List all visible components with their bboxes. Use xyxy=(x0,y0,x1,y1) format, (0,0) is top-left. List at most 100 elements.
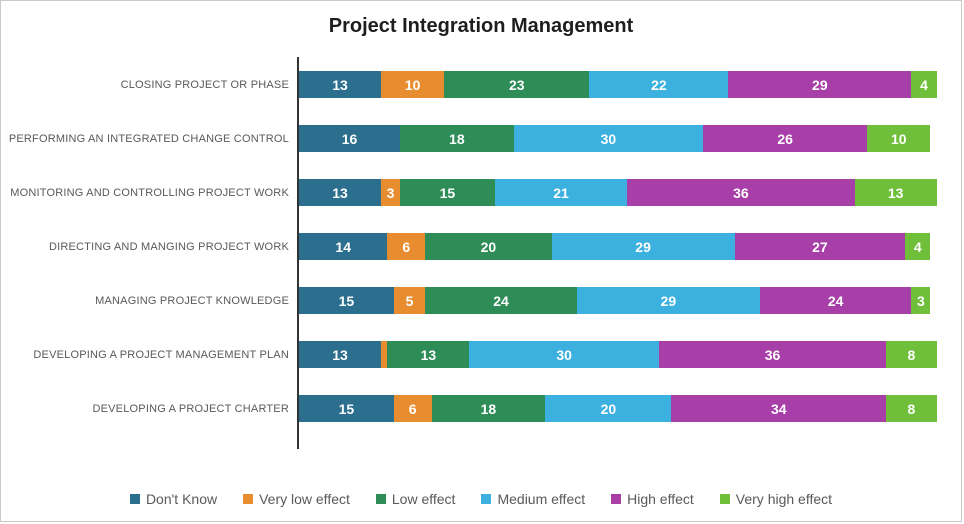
bar-value: 36 xyxy=(765,347,781,363)
bar-value: 13 xyxy=(888,185,904,201)
bar-value: 3 xyxy=(917,293,925,309)
bar-value: 23 xyxy=(509,77,525,93)
category-label: CLOSING PROJECT OR PHASE xyxy=(121,79,299,91)
legend-label: Low effect xyxy=(392,491,456,507)
bar-segment-low: 15 xyxy=(400,179,495,206)
bar-value: 24 xyxy=(493,293,509,309)
bar-segment-very_high: 4 xyxy=(905,233,930,260)
bar-segment-high: 34 xyxy=(671,395,886,422)
bar-value: 21 xyxy=(553,185,569,201)
legend-item: Medium effect xyxy=(481,491,585,507)
bar-segment-low: 13 xyxy=(387,341,469,368)
bar-segment-high: 24 xyxy=(760,287,912,314)
bar-segment-very_low: 6 xyxy=(387,233,425,260)
bar-row: DEVELOPING A PROJECT MANAGEMENT PLAN1313… xyxy=(299,341,943,368)
bar-segment-very_high: 10 xyxy=(867,125,930,152)
bar-value: 16 xyxy=(342,131,358,147)
stacked-bar: 1561820348 xyxy=(299,395,943,422)
bar-value: 4 xyxy=(920,77,928,93)
bar-value: 10 xyxy=(405,77,421,93)
legend-label: Very high effect xyxy=(736,491,832,507)
bar-value: 18 xyxy=(481,401,497,417)
bar-row: MONITORING AND CONTROLLING PROJECT WORK1… xyxy=(299,179,943,206)
legend-item: Don't Know xyxy=(130,491,217,507)
bar-segment-dont_know: 15 xyxy=(299,287,394,314)
bar-segment-medium: 22 xyxy=(589,71,728,98)
bar-value: 15 xyxy=(440,185,456,201)
legend-swatch xyxy=(243,494,253,504)
bar-segment-medium: 21 xyxy=(495,179,628,206)
bar-segment-high: 36 xyxy=(627,179,854,206)
legend-label: Don't Know xyxy=(146,491,217,507)
legend-item: Very high effect xyxy=(720,491,832,507)
bar-segment-dont_know: 16 xyxy=(299,125,400,152)
category-label: DIRECTING AND MANGING PROJECT WORK xyxy=(49,241,299,253)
bar-value: 8 xyxy=(908,347,916,363)
bar-segment-very_high: 8 xyxy=(886,395,937,422)
stacked-bar: 1618302610 xyxy=(299,125,943,152)
legend-label: Very low effect xyxy=(259,491,350,507)
bar-value: 27 xyxy=(812,239,828,255)
bar-segment-low: 18 xyxy=(432,395,546,422)
category-label: PERFORMING AN INTEGRATED CHANGE CONTROL xyxy=(9,133,299,145)
bar-segment-very_high: 8 xyxy=(886,341,937,368)
category-label: MONITORING AND CONTROLLING PROJECT WORK xyxy=(10,187,299,199)
legend-label: Medium effect xyxy=(497,491,585,507)
bar-value: 13 xyxy=(421,347,437,363)
bar-value: 22 xyxy=(651,77,667,93)
legend-swatch xyxy=(481,494,491,504)
bar-segment-medium: 20 xyxy=(545,395,671,422)
chart-canvas: Project Integration Management CLOSING P… xyxy=(0,0,962,522)
bar-segment-medium: 30 xyxy=(514,125,703,152)
category-label: DEVELOPING A PROJECT CHARTER xyxy=(92,403,299,415)
bar-value: 13 xyxy=(332,77,348,93)
stacked-bar: 13 3 15 21 36 13 xyxy=(299,179,943,206)
bar-segment-dont_know: 13 xyxy=(299,341,381,368)
bar-value: 26 xyxy=(777,131,793,147)
bar-value: 13 xyxy=(332,347,348,363)
category-label: MANAGING PROJECT KNOWLEDGE xyxy=(95,295,299,307)
bar-value: 24 xyxy=(828,293,844,309)
stacked-bar: 1462029274 xyxy=(299,233,943,260)
bar-value: 15 xyxy=(339,401,355,417)
bar-value: 20 xyxy=(601,401,617,417)
bar-row: PERFORMING AN INTEGRATED CHANGE CONTROL1… xyxy=(299,125,943,152)
stacked-bar: 13 10 23 22 29 4 xyxy=(299,71,943,98)
bar-row: MANAGING PROJECT KNOWLEDGE1552429243 xyxy=(299,287,943,314)
category-label: DEVELOPING A PROJECT MANAGEMENT PLAN xyxy=(33,349,299,361)
bar-segment-very_high: 4 xyxy=(911,71,936,98)
bar-segment-dont_know: 14 xyxy=(299,233,387,260)
legend-swatch xyxy=(376,494,386,504)
bar-value: 29 xyxy=(812,77,828,93)
legend-swatch xyxy=(130,494,140,504)
legend-label: High effect xyxy=(627,491,694,507)
bar-segment-low: 20 xyxy=(425,233,551,260)
bar-value: 14 xyxy=(335,239,351,255)
bar-row: DEVELOPING A PROJECT CHARTER1561820348 xyxy=(299,395,943,422)
chart-title: Project Integration Management xyxy=(1,1,961,44)
stacked-bar: 155 24 29 24 3 xyxy=(299,287,943,314)
bar-value: 3 xyxy=(387,185,395,201)
bar-segment-dont_know: 13 xyxy=(299,71,381,98)
bar-segment-high: 36 xyxy=(659,341,886,368)
legend-swatch xyxy=(720,494,730,504)
bar-segment-dont_know: 15 xyxy=(299,395,394,422)
bar-segment-low: 23 xyxy=(444,71,589,98)
bar-value: 29 xyxy=(661,293,677,309)
bar-segment-high: 26 xyxy=(703,125,867,152)
bar-segment-very_low: 10 xyxy=(381,71,444,98)
bar-segment-very_low: 3 xyxy=(381,179,400,206)
bar-segment-very_low: 5 xyxy=(394,287,426,314)
bar-segment-medium: 30 xyxy=(469,341,658,368)
legend-item: High effect xyxy=(611,491,694,507)
bar-value: 30 xyxy=(556,347,572,363)
legend-swatch xyxy=(611,494,621,504)
bar-segment-dont_know: 13 xyxy=(299,179,381,206)
bar-value: 6 xyxy=(402,239,410,255)
bar-segment-low: 24 xyxy=(425,287,577,314)
bar-value: 30 xyxy=(601,131,617,147)
bar-value: 10 xyxy=(891,131,907,147)
bar-segment-very_high: 3 xyxy=(911,287,930,314)
bar-value: 34 xyxy=(771,401,787,417)
plot-area: CLOSING PROJECT OR PHASE13102322294PERFO… xyxy=(297,57,943,449)
